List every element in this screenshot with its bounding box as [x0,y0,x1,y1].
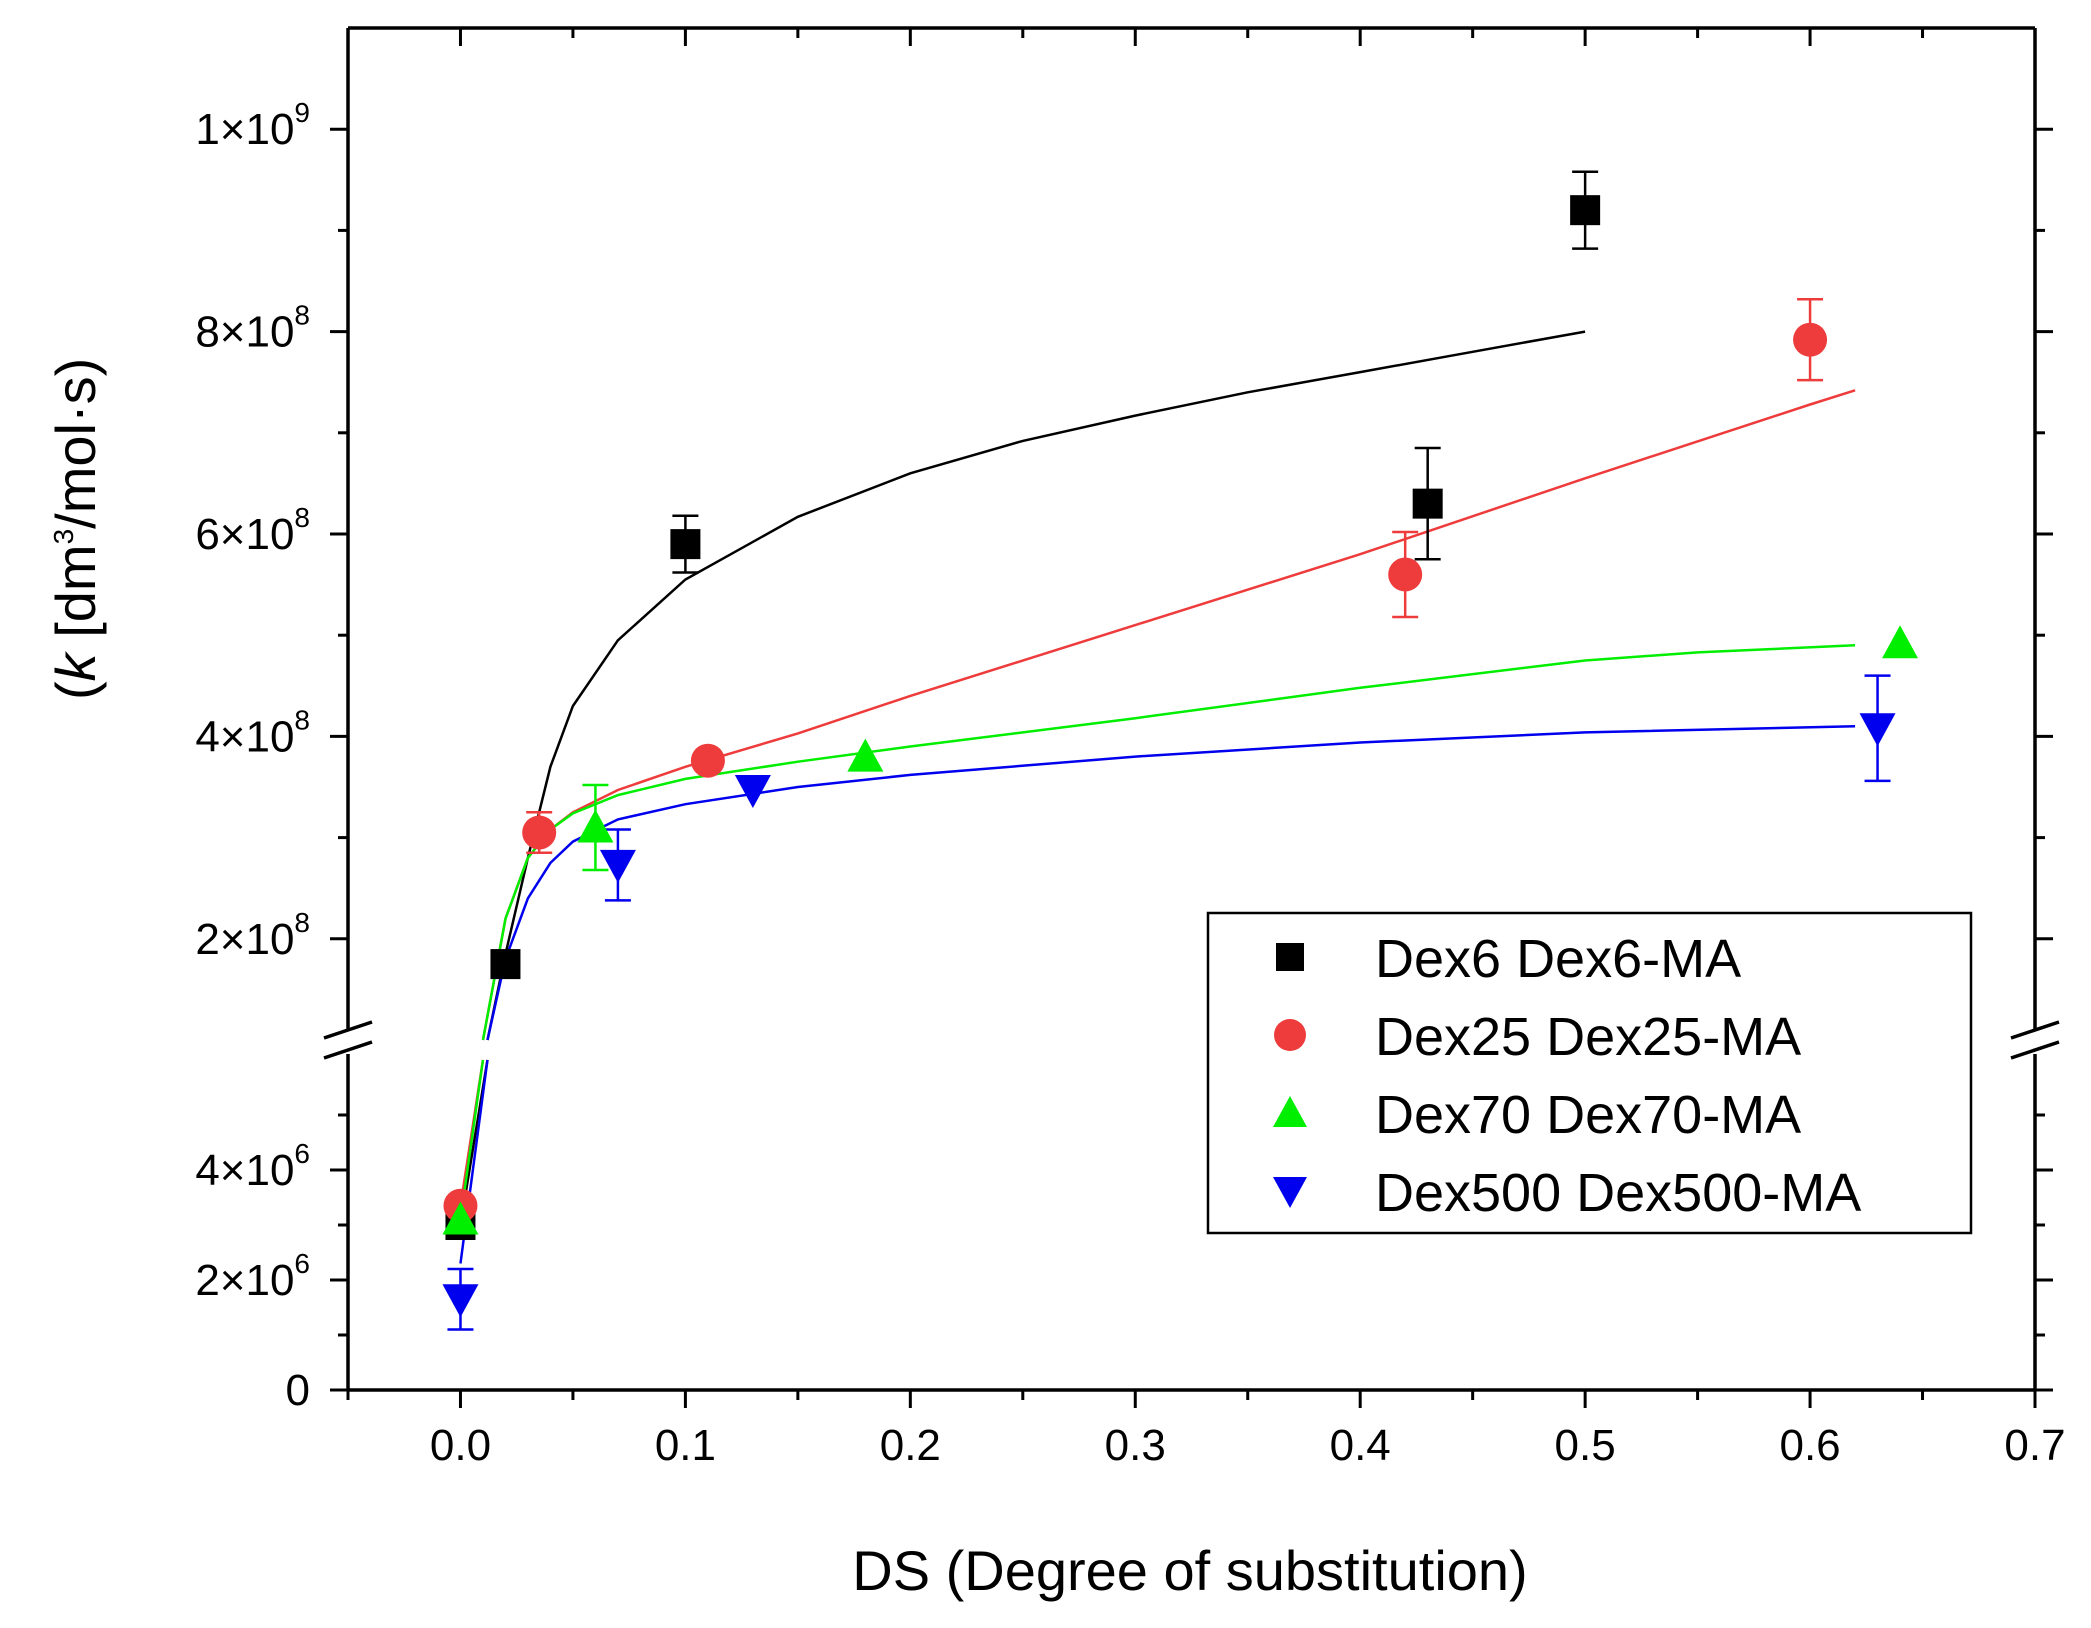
y-tick-label: 8×108 [195,300,310,357]
y-tick-label: 0 [286,1366,310,1415]
y-tick-label: 4×106 [195,1138,310,1195]
y-tick-exponent: 8 [294,300,310,331]
x-tick-label: 0.5 [1555,1421,1616,1470]
y-tick-exponent: 9 [294,97,310,128]
y-tick-mantissa: 6×10 [195,510,294,559]
y-tick-mantissa: 4×10 [195,712,294,761]
x-tick-label: 0.3 [1105,1421,1166,1470]
data-points [442,195,1919,1318]
legend-label-dex500: Dex500 Dex500-MA [1375,1163,1861,1223]
legend-label-dex70: Dex70 Dex70-MA [1375,1085,1801,1145]
y-axis-title-unit-sup: 3 [48,529,79,545]
axis-break-left-1 [323,1020,373,1040]
data-point-circle [1793,322,1828,357]
data-point-triangle-down [1859,713,1896,747]
x-axis-title: DS (Degree of substitution) [852,1539,1527,1602]
y-tick-label: 6×108 [195,502,310,559]
y-tick-mantissa: 8×10 [195,308,294,357]
fit-curve-4 [486,725,1856,1041]
y-tick-exponent: 6 [294,1138,310,1169]
y-tick-exponent: 8 [294,502,310,533]
y-axis-title-unit-pre: [dm [44,544,107,653]
axis-break-left-2 [323,1040,373,1060]
y-tick-label: 1×109 [195,97,310,154]
y-tick-exponent: 6 [294,1248,310,1279]
data-point-circle [1388,557,1423,592]
legend-label-dex25: Dex25 Dex25-MA [1375,1007,1801,1067]
data-point-triangle-up [847,738,884,772]
y-tick-mantissa: 0 [286,1366,310,1415]
legend: Dex6 Dex6-MA Dex25 Dex25-MA Dex70 Dex70-… [1206,911,1973,1235]
y-tick-mantissa: 2×10 [195,915,294,964]
x-tick-label: 0.4 [1330,1421,1391,1470]
y-axis-title: (k [dm3/mol·s) [44,358,107,700]
y-tick-mantissa: 1×10 [195,105,294,154]
x-tick-label: 0.2 [880,1421,941,1470]
y-tick-label: 2×108 [195,907,310,964]
legend-label-dex6: Dex6 Dex6-MA [1375,929,1741,989]
x-tick-label: 0.6 [1779,1421,1840,1470]
data-point-square [670,529,701,560]
legend-marker-4 [1273,1177,1307,1208]
y-tick-label: 2×106 [195,1248,310,1305]
y-tick-exponent: 8 [294,907,310,938]
y-tick-exponent: 8 [294,704,310,735]
data-point-triangle-up [577,809,614,843]
x-tick-label: 0.0 [430,1421,491,1470]
y-tick-mantissa: 2×10 [195,1256,294,1305]
y-axis-title-unit-post: /mol·s) [44,358,107,529]
axis-ticks [330,28,2053,1408]
data-point-square [1570,195,1601,226]
data-point-triangle-down [734,775,771,809]
data-point-triangle-up [1882,625,1919,659]
y-tick-label: 4×108 [195,704,310,761]
x-tick-label: 0.7 [2004,1421,2065,1470]
axis-break-right-2 [2010,1040,2060,1060]
x-tick-label: 0.1 [655,1421,716,1470]
data-point-square [490,949,521,980]
y-axis-title-k: k [44,650,107,681]
plot-frame [323,26,2060,1392]
data-point-circle [522,815,557,850]
legend-marker-1 [1276,943,1304,971]
axis-break-right-1 [2010,1020,2060,1040]
y-axis-title-prefix: ( [44,681,107,700]
data-point-triangle-down [442,1284,479,1318]
data-point-square [1412,488,1443,519]
legend-marker-3 [1273,1096,1307,1127]
data-point-triangle-up [442,1201,479,1235]
legend-box [1206,911,1973,1235]
data-point-triangle-down [599,849,636,883]
legend-marker-2 [1274,1019,1306,1051]
data-point-circle [690,743,725,778]
y-tick-mantissa: 4×10 [195,1146,294,1195]
error-bars [447,170,1891,1331]
tick-labels: 0.0 0.1 0.2 0.3 0.4 0.5 0.6 0.72×1084×1086×1088… [195,97,2065,1470]
